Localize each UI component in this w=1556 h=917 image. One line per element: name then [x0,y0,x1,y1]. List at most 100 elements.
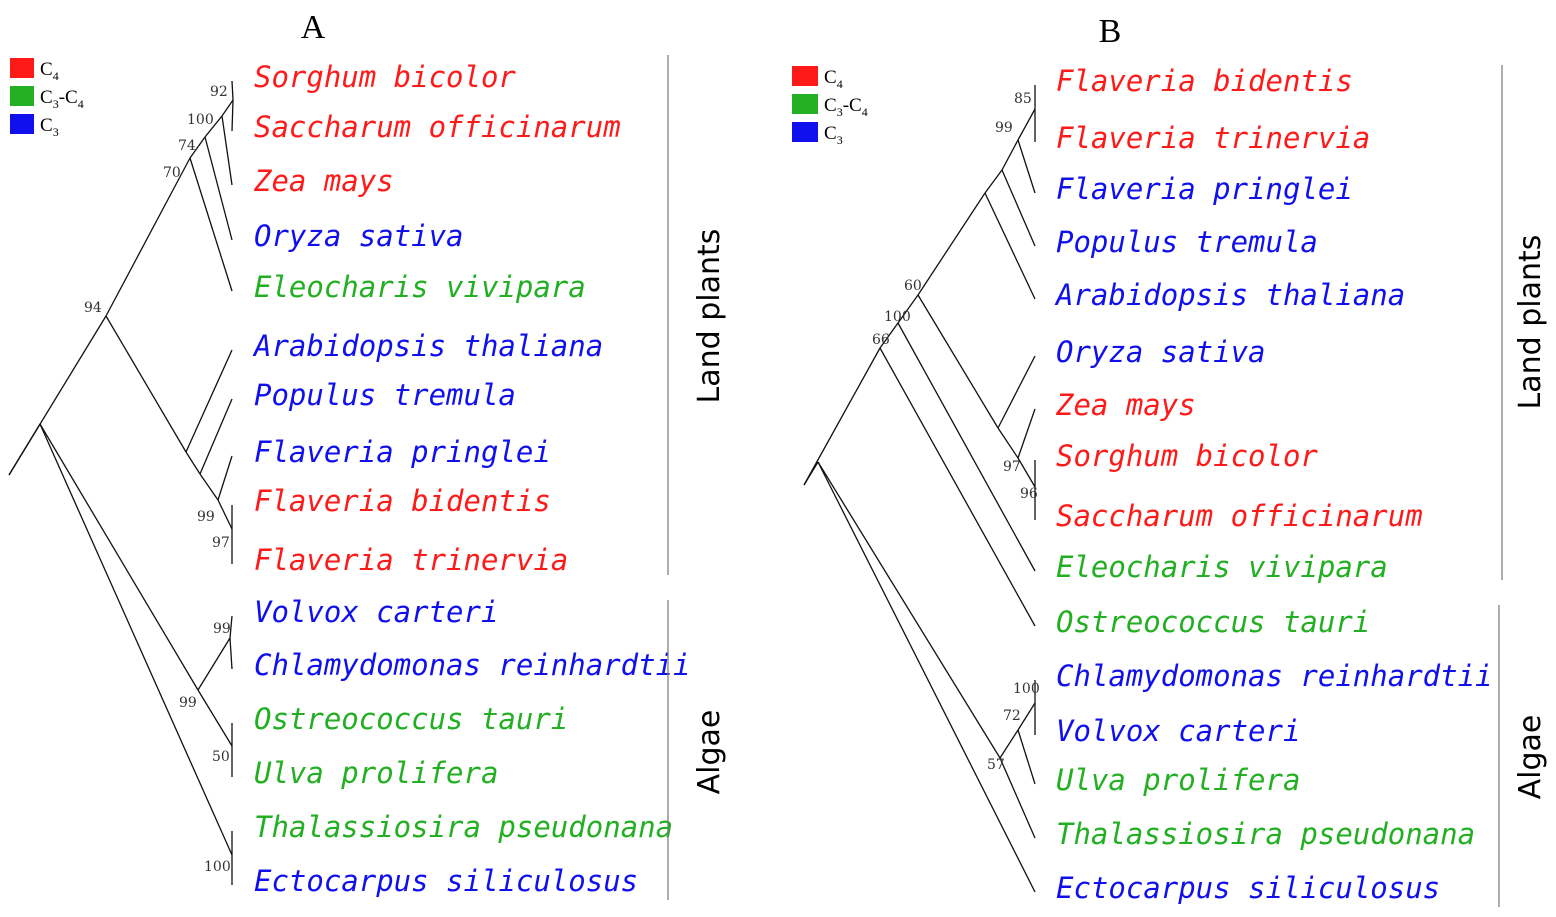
taxon-label-arabidopsis-thaliana: Arabidopsis thaliana [1054,278,1405,312]
branch-b-15 [997,427,1019,459]
tree-b [803,85,1036,893]
taxon-label-thalassiosira-pseudonana: Thalassiosira pseudonana [1056,817,1475,851]
branch-a-21 [39,423,233,856]
branch-b-1 [803,347,881,486]
group-label-land-plants: Land plants [692,229,727,404]
taxon-label-populus-tremula: Populus tremula [1056,225,1318,259]
bootstrap-value: 99 [995,120,1013,136]
bootstrap-value: 50 [212,749,230,765]
branch-b-2 [879,322,899,349]
taxon-label-oryza-sativa: Oryza sativa [254,219,464,253]
bootstrap-value: 100 [1013,681,1040,697]
branch-a-15 [199,473,219,501]
taxon-label-volvox-carteri: Volvox carteri [254,595,498,629]
branch-a-14 [199,398,233,475]
bootstrap-value: 70 [163,165,181,181]
bootstrap-value: 74 [178,138,196,154]
bootstrap-value: 97 [1003,459,1021,475]
branch-b-9 [1017,139,1036,194]
legend-swatch-c4 [10,58,34,78]
branch-a-10 [189,157,233,292]
bootstrap-value: 94 [84,300,102,316]
bootstrap-value: 72 [1003,708,1021,724]
legend-b: C4 C3-C4 C3 [792,66,868,147]
legend-swatch-c3 [10,114,34,134]
legend-label-c3c4: C3-C4 [40,87,84,111]
branch-a-1 [8,315,107,476]
taxon-label-chlamydomonas-reinhardtii: Chlamydomonas reinhardtii [254,648,691,682]
taxon-label-flaveria-trinervia: Flaveria trinervia [1056,121,1370,155]
branch-b-25 [999,729,1019,759]
taxon-label-flaveria-trinervia: Flaveria trinervia [254,543,568,577]
legend-label-c4: C4 [824,67,843,91]
branch-b-13 [917,294,999,429]
branch-b-20 [897,322,1036,572]
bootstrap-value: 100 [884,309,911,325]
branch-b-17 [1017,457,1036,488]
bootstrap-value: 96 [1020,486,1038,502]
branch-b-14 [997,355,1036,429]
taxon-label-ulva-prolifera: Ulva prolifera [254,756,498,790]
bootstrap-value: 60 [904,278,922,294]
branch-a-3 [189,136,206,159]
taxon-label-thalassiosira-pseudonana: Thalassiosira pseudonana [254,810,673,844]
branch-a-5 [221,99,234,117]
branch-a-20 [39,423,199,691]
taxon-label-flaveria-bidentis: Flaveria bidentis [1056,64,1353,98]
taxon-label-flaveria-pringlei: Flaveria pringlei [254,435,551,469]
branch-b-3 [897,294,919,324]
branch-b-21 [879,347,1036,627]
tree-a [8,80,234,885]
panel-title-a: A [301,9,326,46]
legend-label-c3c4: C3-C4 [824,95,868,119]
branch-b-5 [984,192,1036,300]
bootstrap-value: 99 [197,509,215,525]
branch-a-4 [204,115,223,138]
panel-a: A Sorghum bicolor Saccharum officinarum Zea… [8,9,727,900]
branch-a-25 [229,637,233,670]
branch-b-24 [999,757,1036,839]
taxon-label-populus-tremula: Populus tremula [254,378,516,412]
branch-b-10 [1017,108,1036,141]
branch-b-22 [817,461,1001,759]
branch-b-8 [1001,139,1019,171]
branch-a-9 [204,136,233,241]
panel-b: B Flaveria bidentis Flaveria trinervia Flav… [803,13,1548,907]
taxon-label-oryza-sativa: Oryza sativa [1056,335,1266,369]
branch-a-24 [229,615,233,639]
legend-label-c4: C4 [40,59,59,83]
group-label-land-plants: Land plants [1513,235,1548,410]
group-label-algae: Algae [1513,715,1548,800]
legend-label-c3: C3 [824,123,843,147]
bootstrap-value: 57 [987,757,1005,773]
legend-swatch-c4 [792,66,818,86]
taxon-label-sorghum-bicolor: Sorghum bicolor [254,60,516,94]
taxon-label-arabidopsis-thaliana: Arabidopsis thaliana [252,329,603,363]
taxon-label-ulva-prolifera: Ulva prolifera [1056,763,1300,797]
bootstrap-value: 92 [210,84,228,100]
branch-a-8 [221,115,233,186]
bootstrap-value: 100 [204,859,231,875]
branch-a-6 [231,80,234,101]
panel-title-b: B [1099,13,1122,50]
branch-a-7 [231,99,234,132]
branch-a-12 [185,349,233,453]
branch-a-17 [217,499,233,530]
bootstrap-value: 99 [213,621,231,637]
legend-a: C4 C3-C4 C3 [10,58,84,139]
branch-b-23 [817,461,1036,893]
legend-swatch-c3 [792,122,818,142]
branch-b-6 [984,169,1003,194]
branch-a-16 [217,455,233,501]
taxon-label-ostreococcus-tauri: Ostreococcus tauri [1056,605,1370,639]
bootstrap-value: 66 [872,332,890,348]
taxon-label-zea-mays: Zea mays [253,164,394,198]
taxon-label-flaveria-bidentis: Flaveria bidentis [254,484,551,518]
taxon-label-ectocarpus-siliculosus: Ectocarpus siliculosus [254,864,638,898]
taxon-label-ectocarpus-siliculosus: Ectocarpus siliculosus [1056,871,1440,905]
branch-b-16 [1017,408,1036,459]
bootstrap-value: 85 [1014,91,1032,107]
taxon-label-saccharum-officinarum: Saccharum officinarum [254,110,621,144]
branch-a-11 [105,315,187,453]
